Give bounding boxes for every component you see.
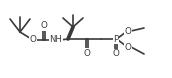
Text: O: O [84,49,90,57]
Text: O: O [41,22,47,30]
Text: O: O [125,43,131,51]
Text: O: O [112,50,119,58]
Text: O: O [125,27,131,35]
Text: O: O [30,35,36,45]
Text: NH: NH [50,35,62,45]
Text: P: P [113,34,119,44]
